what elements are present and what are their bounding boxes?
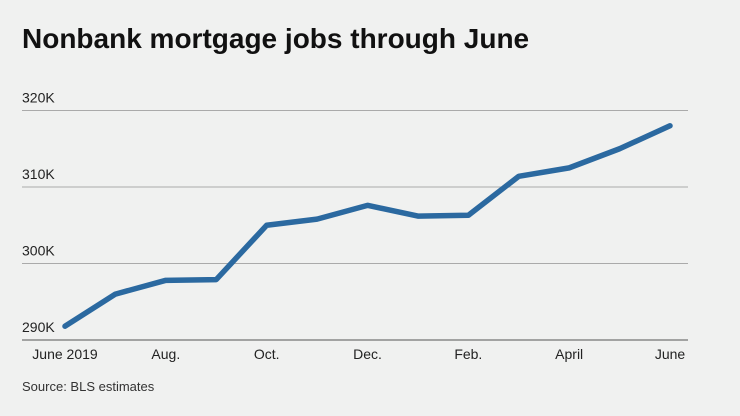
x-tick-label: Feb. xyxy=(454,346,482,362)
y-tick-label: 320K xyxy=(22,90,55,106)
y-tick-label: 290K xyxy=(22,319,55,335)
x-tick-label: Dec. xyxy=(353,346,382,362)
x-tick-label: April xyxy=(555,346,583,362)
x-tick-label: Oct. xyxy=(254,346,280,362)
data-line xyxy=(62,123,673,329)
source-note: Source: BLS estimates xyxy=(22,379,155,394)
y-tick-label: 310K xyxy=(22,166,55,182)
chart-title: Nonbank mortgage jobs through June xyxy=(22,23,529,54)
x-tick-label: Aug. xyxy=(151,346,180,362)
y-tick-label: 300K xyxy=(22,243,55,259)
x-tick-label: June 2019 xyxy=(32,346,98,362)
x-tick-label: June xyxy=(655,346,686,362)
